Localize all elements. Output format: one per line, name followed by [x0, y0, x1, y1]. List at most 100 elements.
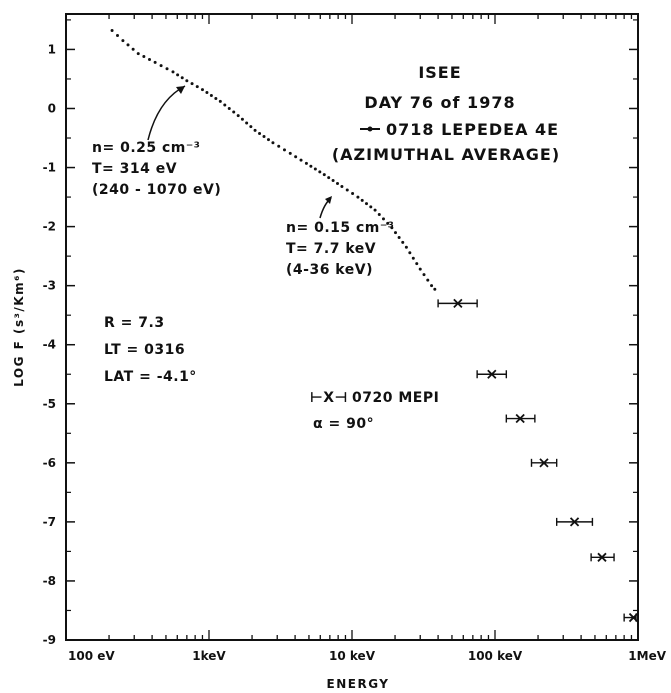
lepedea-point — [236, 114, 240, 118]
lepedea-point — [304, 161, 308, 165]
lepedea-point — [171, 70, 175, 74]
lepedea-point — [327, 176, 331, 180]
lepedea-point — [377, 212, 381, 216]
lepedea-point — [258, 131, 262, 135]
lepedea-point — [121, 39, 125, 43]
lepedea-point — [381, 217, 385, 221]
lepedea-point — [176, 73, 180, 77]
lepedea-point — [345, 188, 349, 192]
lepedea-point — [415, 262, 419, 266]
fit-low-density: n= 0.25 cm⁻³ — [92, 140, 200, 156]
lepedea-point — [190, 82, 194, 86]
mepi-legend-marker: ⊢X⊣ — [310, 390, 348, 406]
lepedea-point — [253, 128, 257, 132]
lepedea-point — [205, 91, 209, 95]
lepedea-point — [147, 57, 151, 61]
lepedea-point — [266, 138, 270, 142]
mepi-x-mark — [487, 369, 497, 379]
mepi-point — [505, 413, 536, 424]
mepi-x-mark — [539, 458, 549, 468]
mepi-point — [623, 612, 639, 623]
lepedea-point — [159, 64, 163, 68]
location-latitude: LAT = -4.1° — [104, 369, 197, 385]
x-axis-title: ENERGY — [327, 677, 390, 691]
lepedea-point — [142, 55, 146, 59]
lepedea-point — [200, 88, 204, 92]
x-tick-label: 1MeV — [628, 649, 666, 663]
lepedea-point — [282, 148, 286, 152]
y-tick-label: -2 — [43, 220, 56, 234]
y-tick-label: 1 — [48, 42, 56, 56]
fit-high-range: (4-36 keV) — [286, 262, 373, 278]
lepedea-point — [115, 34, 119, 38]
lepedea-point — [309, 164, 313, 168]
lepedea-point — [386, 221, 390, 225]
lepedea-point — [288, 151, 292, 155]
lepedea-point — [214, 96, 218, 100]
lepedea-point — [262, 135, 266, 139]
lepedea-point — [397, 236, 401, 240]
mepi-point — [590, 552, 615, 562]
lepedea-point — [360, 198, 364, 202]
mepi-pitch-angle: α = 90° — [313, 416, 374, 432]
fit-high-temperature: T= 7.7 keV — [286, 241, 376, 257]
lepedea-point — [390, 226, 394, 230]
lepedea-point — [165, 67, 169, 71]
y-tick-label: 0 — [48, 101, 56, 115]
lepedea-point — [401, 240, 405, 244]
lepedea-point — [411, 256, 415, 260]
x-tick-label: 1keV — [192, 649, 226, 663]
fit-low-range: (240 - 1070 eV) — [92, 182, 221, 198]
mepi-x-mark — [453, 298, 463, 309]
x-tick-label: 100 keV — [468, 649, 523, 663]
lepedea-point — [418, 267, 422, 271]
lepedea-point — [249, 125, 253, 129]
lepedea-point — [277, 144, 281, 148]
lepedea-point — [369, 205, 373, 209]
y-tick-label: -1 — [43, 161, 56, 175]
fit-high-arrowhead — [325, 196, 332, 204]
lepedea-legend-marker — [360, 126, 380, 132]
title-line-3: 0718 LEPEDEA 4E — [386, 120, 559, 139]
lepedea-point — [240, 117, 244, 121]
lepedea-point — [433, 287, 437, 291]
lepedea-point — [351, 192, 355, 196]
lepedea-point — [408, 251, 412, 255]
lepedea-point — [393, 231, 397, 235]
lepedea-series — [110, 29, 437, 291]
lepedea-point — [136, 52, 140, 56]
lepedea-point — [336, 181, 340, 185]
lepedea-point — [322, 173, 326, 177]
x-tick-label: 100 eV — [68, 649, 115, 663]
mepi-x-mark — [569, 517, 580, 527]
y-tick-label: -3 — [43, 279, 56, 293]
lepedea-point — [299, 158, 303, 162]
lepedea-point — [271, 141, 275, 145]
fit-low-arrow — [147, 85, 186, 141]
mepi-x-mark — [628, 612, 639, 623]
y-tick-label: -6 — [43, 456, 56, 470]
lepedea-point — [223, 103, 227, 107]
title-line-2: DAY 76 of 1978 — [364, 93, 515, 112]
location-local-time: LT = 0316 — [104, 342, 185, 358]
lepedea-point — [195, 85, 199, 89]
y-tick-label: -7 — [43, 515, 56, 529]
mepi-series — [437, 298, 639, 623]
lepedea-point — [294, 155, 298, 159]
lepedea-point — [180, 76, 184, 80]
lepedea-point — [318, 170, 322, 174]
mepi-x-mark — [597, 552, 607, 562]
lepedea-point — [364, 202, 368, 206]
title-line-1: ISEE — [418, 63, 461, 82]
lepedea-point — [227, 106, 231, 110]
mepi-point — [476, 369, 508, 379]
x-tick-label: 10 keV — [329, 649, 376, 663]
y-axis-title: LOG F (s³/Km⁶) — [12, 267, 26, 387]
fit-high-density: n= 0.15 cm⁻³ — [286, 220, 394, 236]
mepi-point — [555, 517, 594, 527]
lepedea-point — [232, 110, 236, 114]
x-tick-labels: 100 eV 1keV 10 keV 100 keV 1MeV — [68, 649, 667, 663]
lepedea-point — [404, 245, 408, 249]
fit-low-arrowhead — [176, 86, 185, 94]
